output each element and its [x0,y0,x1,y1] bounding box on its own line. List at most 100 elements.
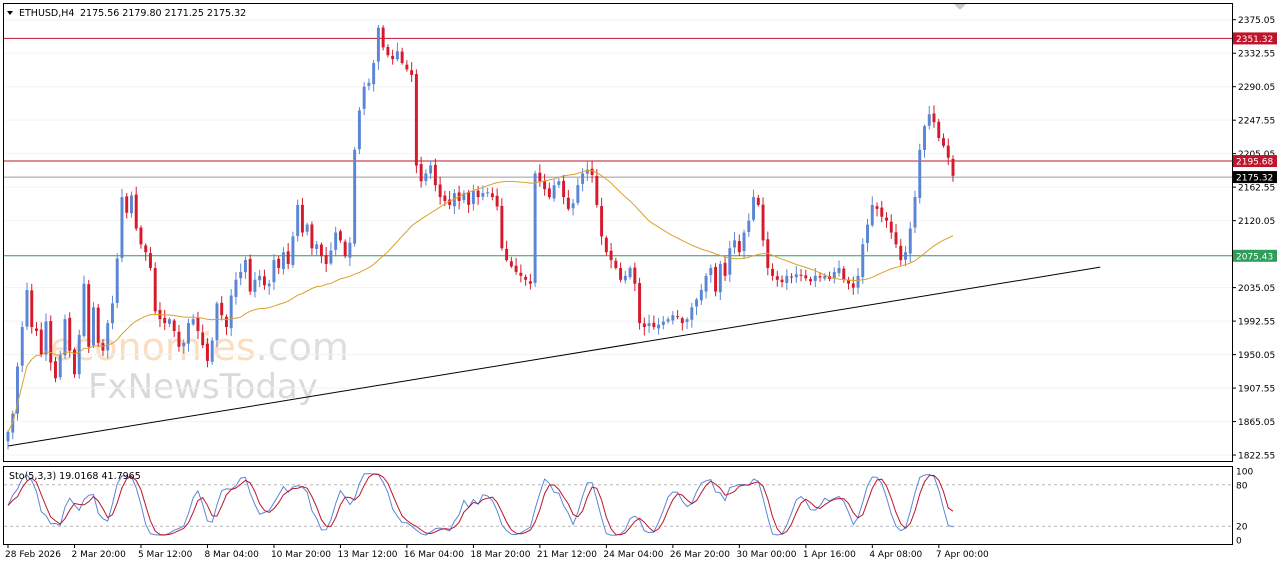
price-tick-label: 2120.05 [1238,217,1275,227]
symbol-timeframe[interactable]: ETHUSD,H4 [19,8,74,19]
candle-bear [514,265,518,272]
candle-bull [481,193,485,197]
price-axis[interactable]: 2375.052332.552290.052247.552205.052162.… [1232,16,1275,462]
candle-bull [856,275,860,288]
candle-bear [633,267,637,284]
candle-bear [756,197,760,205]
candle-bear [676,316,680,318]
candle-bear [761,204,765,241]
candle-bear [163,317,167,324]
stoch-scale-label: 20 [1236,523,1248,533]
level-tag-resistance [1233,155,1277,168]
candle-bear [547,188,551,198]
candle-bear [714,266,718,292]
candle-bull [258,275,262,281]
trendline-layer [7,266,1101,447]
candle-bear [343,241,347,257]
time-tick-label: 10 Mar 20:00 [271,550,331,560]
candle-bull [239,271,243,279]
candle-bear [885,217,888,221]
candle-bear [880,207,884,217]
candle-bull [452,193,456,207]
candle-bear [419,164,423,182]
candle-bull [709,267,713,276]
candle-bear [818,276,822,278]
candle-bear [490,193,494,198]
candle-bull [571,203,575,209]
time-tick-label: 24 Mar 04:00 [603,550,663,560]
candle-bear [600,206,604,237]
candle-bull [215,303,219,341]
price-tick-label: 1822.55 [1238,452,1275,462]
candle-bull [44,321,48,355]
candle-bear [125,196,129,213]
candle-bull [362,86,366,109]
candle-bull [837,267,841,274]
candle-bull [718,264,722,293]
candle-bull [115,258,119,303]
main-pane-border [3,3,1233,462]
candle-bear [177,331,181,347]
candle-bear [847,279,850,284]
price-tick-label: 2375.05 [1238,16,1275,26]
symbol-dropdown-icon[interactable] [7,11,13,15]
time-tick-label: 28 Feb 2026 [5,550,61,560]
candle-bear [248,258,252,292]
candle-bull [733,240,737,248]
level-tag-current [1233,171,1277,184]
candle-bull [182,342,186,347]
candle-bear [277,258,281,268]
candle-bull [376,27,380,62]
candle-bear [619,268,623,280]
level-tag-text: 2175.32 [1236,174,1273,184]
time-axis[interactable]: 28 Feb 2026 2 Mar 20:00 5 Mar 12:00 8 Mar 0… [5,544,989,560]
candle-bull [186,323,190,344]
candle-bear [680,318,684,324]
candle-bear [196,317,200,331]
candle-bear [39,329,43,355]
time-tick-label: 2 Mar 20:00 [71,550,126,560]
candle-bull [348,242,352,258]
candle-bull [334,232,338,250]
watermark-brand: economies.com [50,325,349,369]
time-tick-label: 1 Apr 16:00 [803,550,856,560]
candle-bear [566,197,570,209]
candle-bull [291,236,295,266]
candle-bull [210,340,214,362]
price-tick-label: 2332.55 [1238,50,1275,60]
time-tick-label: 13 Mar 12:00 [337,550,397,560]
candle-bull [552,185,556,199]
candle-bear [101,343,105,351]
candle-bull [353,149,357,244]
chart-frame [3,3,1233,545]
candle-bear [790,276,794,278]
candle-bull [82,283,86,336]
candle-bear [951,158,955,176]
candle-bear [775,276,779,280]
candle-bull [424,173,428,182]
candle-bull [253,279,257,292]
candle-bull [429,165,433,174]
candle-bull [191,319,195,325]
candle-bear [609,250,613,261]
candle-bull [823,275,827,279]
candle-bull [581,173,585,184]
candle-bear [476,190,480,198]
candle-bull [657,324,661,329]
candle-bear [324,255,328,265]
candle-bear [937,121,941,138]
candle-bear [799,274,803,276]
candle-bear [467,192,471,205]
time-tick-label: 4 Apr 08:00 [869,550,922,560]
scroll-marker-icon[interactable] [954,4,966,10]
candle-bull [267,283,271,287]
candle-bear [386,47,390,56]
candle-bear [405,64,409,70]
level-tag-text: 2351.32 [1236,35,1273,45]
candle-bull [623,275,627,281]
candle-bear [224,316,228,328]
candle-bear [842,268,846,280]
level-tag-support [1233,249,1277,262]
